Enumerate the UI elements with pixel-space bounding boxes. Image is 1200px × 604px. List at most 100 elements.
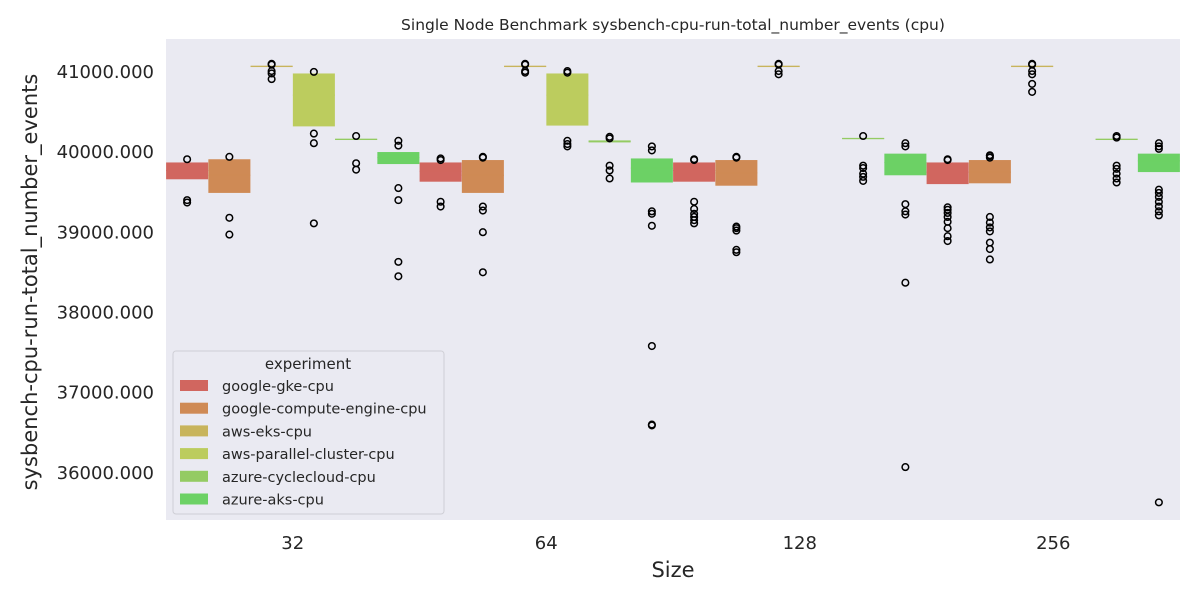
chart-title: Single Node Benchmark sysbench-cpu-run-t… — [401, 16, 945, 35]
outlier-point — [690, 216, 699, 225]
outlier-point — [1028, 79, 1037, 88]
outlier-point — [436, 197, 445, 206]
outlier-point — [1154, 207, 1163, 216]
outlier-point — [859, 131, 868, 141]
legend-item-azure-aks-cpu: azure-aks-cpu — [180, 493, 324, 509]
box-body — [673, 162, 716, 182]
y-tick-label: 38000.000 — [57, 303, 154, 324]
box-body — [292, 73, 335, 127]
outlier-point — [943, 203, 952, 212]
outlier-point — [901, 278, 910, 287]
outlier-point — [183, 198, 192, 207]
outlier-point — [943, 232, 952, 241]
box-google-gke-cpu-256 — [926, 162, 969, 185]
outlier-point — [1154, 188, 1163, 197]
outlier-point — [985, 151, 994, 160]
outlier-point — [1154, 211, 1163, 220]
outlier-point — [690, 219, 699, 228]
outlier-point — [1112, 174, 1121, 183]
outlier-point — [943, 212, 952, 222]
outlier-point — [901, 463, 910, 472]
outlier-point — [309, 219, 318, 228]
outlier-point — [1112, 169, 1121, 178]
outlier-point — [394, 141, 403, 150]
outlier-point — [1112, 161, 1121, 170]
legend-swatch — [180, 448, 208, 460]
outlier-point — [859, 172, 868, 181]
box-body — [884, 153, 927, 176]
outlier-point — [647, 341, 656, 351]
legend-item-google-compute-engine-cpu: google-compute-engine-cpu — [180, 402, 427, 418]
outlier-point — [647, 209, 656, 218]
outlier-point — [943, 155, 952, 164]
outlier-point — [225, 152, 234, 161]
outlier-point — [1154, 139, 1163, 148]
outlier-point — [901, 142, 910, 151]
outlier-point — [859, 161, 868, 170]
outlier-point — [732, 226, 741, 235]
outlier-point — [225, 213, 234, 222]
outlier-point — [605, 161, 614, 170]
outlier-point — [478, 206, 487, 215]
outlier-point — [394, 196, 403, 205]
x-tick-label: 32 — [281, 533, 304, 554]
outlier-point — [1154, 202, 1163, 211]
outlier-point — [1154, 144, 1163, 153]
outlier-point — [352, 131, 361, 141]
outlier-point — [985, 212, 994, 222]
y-axis-label: sysbench-cpu-run-total_number_events — [18, 74, 43, 491]
box-azure-aks-cpu-256 — [1137, 153, 1180, 173]
legend-label: azure-cyclecloud-cpu — [222, 470, 376, 486]
outlier-point — [309, 139, 318, 148]
x-tick-label: 256 — [1036, 533, 1070, 554]
legend-swatch — [180, 470, 208, 482]
box-body — [546, 73, 589, 126]
outlier-point — [774, 67, 783, 76]
outlier-point — [394, 272, 403, 281]
legend-frame — [172, 350, 445, 515]
box-google-gke-cpu-128 — [673, 162, 716, 182]
outlier-point — [436, 154, 445, 163]
box-google-compute-engine-cpu-32 — [208, 159, 251, 193]
outlier-point — [1154, 142, 1163, 151]
legend-label: azure-aks-cpu — [222, 493, 324, 509]
outlier-point — [563, 68, 572, 77]
legend-label: aws-eks-cpu — [222, 424, 312, 440]
y-tick-label: 37000.000 — [57, 383, 154, 404]
outlier-point — [478, 228, 487, 237]
x-tick-label: 64 — [535, 533, 558, 554]
box-azure-aks-cpu-128 — [884, 153, 927, 176]
outlier-point — [690, 155, 699, 164]
outlier-point — [1028, 70, 1037, 79]
outlier-point — [183, 155, 192, 164]
outlier-point — [647, 142, 656, 151]
outlier-point — [478, 202, 487, 211]
outlier-point — [901, 139, 910, 148]
outlier-point — [647, 421, 656, 430]
box-aws-parallel-cluster-cpu-64 — [546, 73, 589, 126]
legend-swatch — [180, 380, 208, 391]
legend-label: aws-parallel-cluster-cpu — [222, 447, 395, 463]
outlier-point — [774, 70, 783, 79]
outlier-point — [605, 134, 614, 143]
box-azure-aks-cpu-64 — [630, 158, 673, 183]
y-axis: 36000.000 37000.000 38000.000 39000.000 4000… — [57, 62, 154, 484]
box-body — [419, 162, 462, 182]
outlier-point — [647, 221, 656, 230]
outlier-point — [732, 224, 741, 233]
outlier-point — [478, 152, 487, 161]
outlier-point — [859, 164, 868, 173]
outlier-point — [1154, 197, 1163, 206]
box-google-gke-cpu-64 — [419, 162, 462, 182]
outlier-point — [352, 165, 361, 174]
outlier-point — [563, 139, 572, 149]
outlier-point — [1112, 133, 1121, 142]
outlier-point — [901, 210, 910, 219]
x-tick-label: 128 — [783, 533, 817, 554]
legend-items: google-gke-cpu google-compute-engine-cpu a… — [180, 379, 427, 509]
box-body — [461, 160, 504, 193]
outlier-point — [943, 208, 952, 218]
outlier-point — [1112, 178, 1121, 187]
legend: experiment google-gke-cpu google-compute-… — [172, 350, 445, 515]
